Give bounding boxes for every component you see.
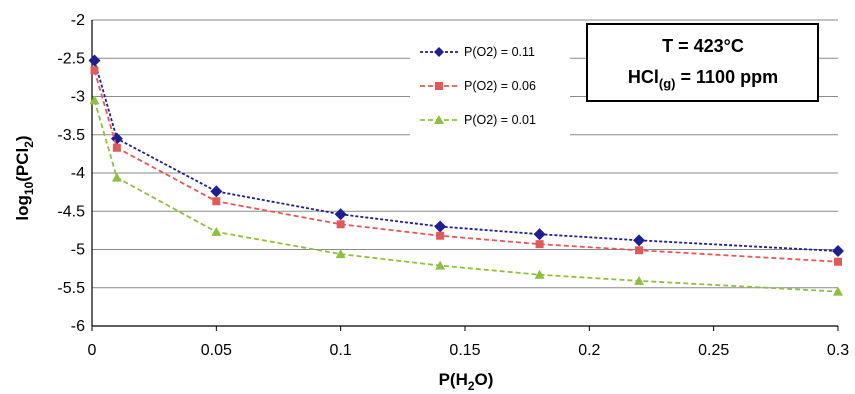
x-axis-title: P(H2O) <box>439 370 494 393</box>
legend-label: P(O2) = 0.06 <box>464 79 536 93</box>
y-tick-label: -6 <box>71 318 85 335</box>
data-point <box>111 172 122 182</box>
tick-labels: -2 -2.5 -3 -3.5 -4 -4.5 -5 -5.5 -60 0.05 0.1 0.15 0.… <box>57 12 849 359</box>
data-point <box>210 185 223 198</box>
data-point <box>534 269 545 279</box>
data-point <box>336 220 345 229</box>
series-line <box>93 60 839 252</box>
data-point <box>832 245 844 258</box>
x-tick-label: 0.1 <box>330 342 352 359</box>
legend-label: P(O2) = 0.01 <box>464 113 536 127</box>
y-tick-label: -2 <box>71 12 85 29</box>
series-line <box>93 70 839 263</box>
data-point <box>535 240 544 249</box>
series-3 <box>89 95 843 296</box>
y-tick-label: -5 <box>71 242 85 259</box>
legend-label: P(O2) = 0.11 <box>464 45 535 59</box>
x-tick-label: 0.3 <box>827 342 849 359</box>
data-point <box>212 197 221 206</box>
x-tick-label: 0.25 <box>698 342 729 359</box>
annotation-frame <box>586 23 819 102</box>
series-line <box>93 100 839 293</box>
y-tick-label: -3 <box>71 89 85 106</box>
y-tick-label: -2.5 <box>57 50 85 67</box>
x-tick-label: 0.15 <box>449 342 480 359</box>
legend-marker <box>435 82 443 90</box>
legend-marker <box>434 115 444 124</box>
data-point <box>436 231 445 240</box>
annotation-hcl: HCl <box>628 67 659 87</box>
data-point <box>334 208 347 221</box>
x-tick-label: 0.2 <box>578 342 600 359</box>
y-tick-label: -3.5 <box>57 127 85 144</box>
series-2 <box>90 66 842 266</box>
y-tick-label: -4.5 <box>57 203 85 220</box>
data-point <box>633 234 646 247</box>
data-point <box>90 66 99 75</box>
x-tick-label: 0 <box>88 342 97 359</box>
data-point <box>89 95 100 105</box>
x-tick-label: 0.05 <box>201 342 232 359</box>
data-point <box>211 226 222 236</box>
data-point <box>834 257 842 266</box>
data-point <box>112 143 121 152</box>
data-point <box>833 286 843 296</box>
annotation-hcl-value: = 1100 ppm <box>676 67 779 87</box>
data-point <box>634 275 645 285</box>
annotation-box: T = 423°C HCl(g) = 1100 ppm <box>586 23 819 102</box>
annotation-hcl-sub: (g) <box>659 76 676 91</box>
data-point <box>635 246 644 255</box>
legend: P(O2) = 0.11 P(O2) = 0.06 P(O2) = 0.01 <box>410 36 570 140</box>
series-1 <box>88 54 844 258</box>
data-point <box>434 220 447 233</box>
annotation-line-1: T = 423°C <box>662 36 744 56</box>
legend-marker <box>434 47 444 57</box>
series-layer <box>88 54 844 296</box>
data-point <box>88 54 101 67</box>
data-point <box>435 260 446 270</box>
data-point <box>533 228 546 241</box>
y-tick-label: -5.5 <box>57 280 85 297</box>
data-point <box>335 249 346 259</box>
y-axis-title: log10(PCl2) <box>13 135 36 220</box>
annotation-line-2: HCl(g) = 1100 ppm <box>628 67 778 91</box>
y-tick-label: -4 <box>71 165 85 182</box>
